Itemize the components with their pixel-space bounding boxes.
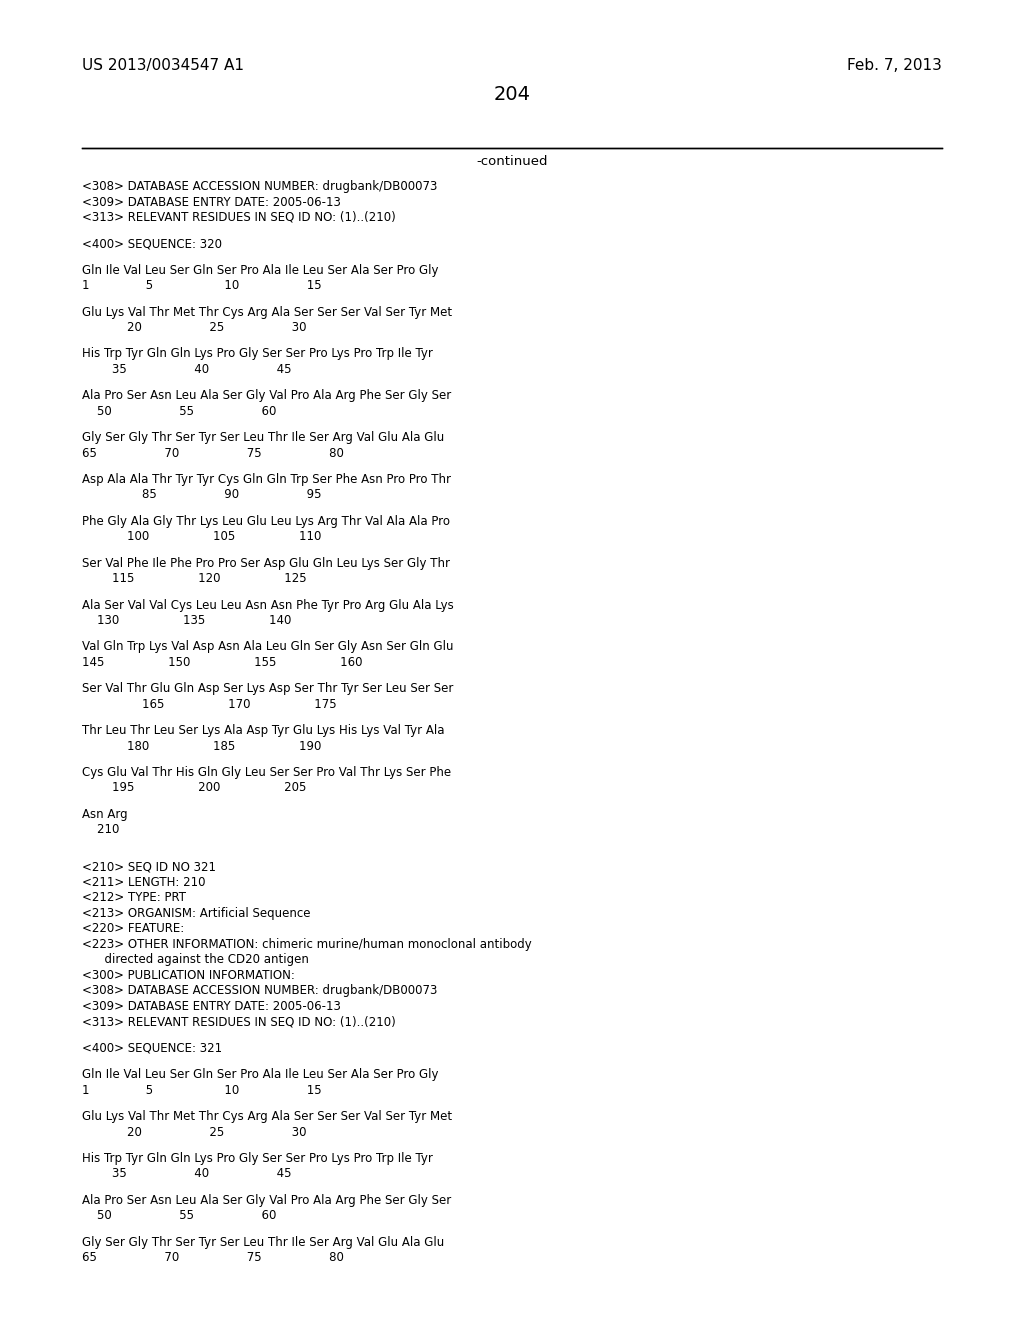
Text: 165                 170                 175: 165 170 175 — [82, 698, 337, 710]
Text: 195                 200                 205: 195 200 205 — [82, 781, 306, 795]
Text: 130                 135                 140: 130 135 140 — [82, 614, 292, 627]
Text: Glu Lys Val Thr Met Thr Cys Arg Ala Ser Ser Ser Val Ser Tyr Met: Glu Lys Val Thr Met Thr Cys Arg Ala Ser … — [82, 1110, 453, 1123]
Text: 100                 105                 110: 100 105 110 — [82, 531, 322, 544]
Text: <213> ORGANISM: Artificial Sequence: <213> ORGANISM: Artificial Sequence — [82, 907, 310, 920]
Text: <300> PUBLICATION INFORMATION:: <300> PUBLICATION INFORMATION: — [82, 969, 295, 982]
Text: 65                  70                  75                  80: 65 70 75 80 — [82, 446, 344, 459]
Text: 115                 120                 125: 115 120 125 — [82, 572, 306, 585]
Text: <212> TYPE: PRT: <212> TYPE: PRT — [82, 891, 186, 904]
Text: 1               5                   10                  15: 1 5 10 15 — [82, 1084, 322, 1097]
Text: Asn Arg: Asn Arg — [82, 808, 128, 821]
Text: Thr Leu Thr Leu Ser Lys Ala Asp Tyr Glu Lys His Lys Val Tyr Ala: Thr Leu Thr Leu Ser Lys Ala Asp Tyr Glu … — [82, 725, 444, 737]
Text: 20                  25                  30: 20 25 30 — [82, 1126, 306, 1138]
Text: Gly Ser Gly Thr Ser Tyr Ser Leu Thr Ile Ser Arg Val Glu Ala Glu: Gly Ser Gly Thr Ser Tyr Ser Leu Thr Ile … — [82, 1236, 444, 1249]
Text: His Trp Tyr Gln Gln Lys Pro Gly Ser Ser Pro Lys Pro Trp Ile Tyr: His Trp Tyr Gln Gln Lys Pro Gly Ser Ser … — [82, 347, 433, 360]
Text: 210: 210 — [82, 824, 120, 837]
Text: Glu Lys Val Thr Met Thr Cys Arg Ala Ser Ser Ser Val Ser Tyr Met: Glu Lys Val Thr Met Thr Cys Arg Ala Ser … — [82, 305, 453, 318]
Text: Feb. 7, 2013: Feb. 7, 2013 — [847, 58, 942, 73]
Text: 65                  70                  75                  80: 65 70 75 80 — [82, 1251, 344, 1265]
Text: Ser Val Phe Ile Phe Pro Pro Ser Asp Glu Gln Leu Lys Ser Gly Thr: Ser Val Phe Ile Phe Pro Pro Ser Asp Glu … — [82, 557, 450, 570]
Text: 35                  40                  45: 35 40 45 — [82, 363, 292, 376]
Text: <210> SEQ ID NO 321: <210> SEQ ID NO 321 — [82, 861, 216, 874]
Text: <400> SEQUENCE: 320: <400> SEQUENCE: 320 — [82, 238, 222, 251]
Text: Asp Ala Ala Thr Tyr Tyr Cys Gln Gln Trp Ser Phe Asn Pro Pro Thr: Asp Ala Ala Thr Tyr Tyr Cys Gln Gln Trp … — [82, 473, 451, 486]
Text: <400> SEQUENCE: 321: <400> SEQUENCE: 321 — [82, 1041, 222, 1055]
Text: 1               5                   10                  15: 1 5 10 15 — [82, 280, 322, 292]
Text: <313> RELEVANT RESIDUES IN SEQ ID NO: (1)..(210): <313> RELEVANT RESIDUES IN SEQ ID NO: (1… — [82, 1015, 395, 1028]
Text: Ala Pro Ser Asn Leu Ala Ser Gly Val Pro Ala Arg Phe Ser Gly Ser: Ala Pro Ser Asn Leu Ala Ser Gly Val Pro … — [82, 1193, 452, 1206]
Text: <308> DATABASE ACCESSION NUMBER: drugbank/DB00073: <308> DATABASE ACCESSION NUMBER: drugban… — [82, 985, 437, 998]
Text: 50                  55                  60: 50 55 60 — [82, 405, 276, 417]
Text: -continued: -continued — [476, 154, 548, 168]
Text: <313> RELEVANT RESIDUES IN SEQ ID NO: (1)..(210): <313> RELEVANT RESIDUES IN SEQ ID NO: (1… — [82, 211, 395, 224]
Text: Cys Glu Val Thr His Gln Gly Leu Ser Ser Pro Val Thr Lys Ser Phe: Cys Glu Val Thr His Gln Gly Leu Ser Ser … — [82, 766, 452, 779]
Text: 85                  90                  95: 85 90 95 — [82, 488, 322, 502]
Text: <211> LENGTH: 210: <211> LENGTH: 210 — [82, 876, 206, 888]
Text: directed against the CD20 antigen: directed against the CD20 antigen — [82, 953, 309, 966]
Text: <223> OTHER INFORMATION: chimeric murine/human monoclonal antibody: <223> OTHER INFORMATION: chimeric murine… — [82, 939, 531, 950]
Text: Ala Ser Val Val Cys Leu Leu Asn Asn Phe Tyr Pro Arg Glu Ala Lys: Ala Ser Val Val Cys Leu Leu Asn Asn Phe … — [82, 598, 454, 611]
Text: 145                 150                 155                 160: 145 150 155 160 — [82, 656, 362, 669]
Text: US 2013/0034547 A1: US 2013/0034547 A1 — [82, 58, 244, 73]
Text: <220> FEATURE:: <220> FEATURE: — [82, 923, 184, 936]
Text: Gln Ile Val Leu Ser Gln Ser Pro Ala Ile Leu Ser Ala Ser Pro Gly: Gln Ile Val Leu Ser Gln Ser Pro Ala Ile … — [82, 264, 438, 277]
Text: <309> DATABASE ENTRY DATE: 2005-06-13: <309> DATABASE ENTRY DATE: 2005-06-13 — [82, 1001, 341, 1012]
Text: 180                 185                 190: 180 185 190 — [82, 739, 322, 752]
Text: 35                  40                  45: 35 40 45 — [82, 1167, 292, 1180]
Text: Phe Gly Ala Gly Thr Lys Leu Glu Leu Lys Arg Thr Val Ala Ala Pro: Phe Gly Ala Gly Thr Lys Leu Glu Leu Lys … — [82, 515, 450, 528]
Text: Val Gln Trp Lys Val Asp Asn Ala Leu Gln Ser Gly Asn Ser Gln Glu: Val Gln Trp Lys Val Asp Asn Ala Leu Gln … — [82, 640, 454, 653]
Text: Ala Pro Ser Asn Leu Ala Ser Gly Val Pro Ala Arg Phe Ser Gly Ser: Ala Pro Ser Asn Leu Ala Ser Gly Val Pro … — [82, 389, 452, 403]
Text: <308> DATABASE ACCESSION NUMBER: drugbank/DB00073: <308> DATABASE ACCESSION NUMBER: drugban… — [82, 180, 437, 193]
Text: Ser Val Thr Glu Gln Asp Ser Lys Asp Ser Thr Tyr Ser Leu Ser Ser: Ser Val Thr Glu Gln Asp Ser Lys Asp Ser … — [82, 682, 454, 696]
Text: 204: 204 — [494, 84, 530, 104]
Text: 20                  25                  30: 20 25 30 — [82, 321, 306, 334]
Text: 50                  55                  60: 50 55 60 — [82, 1209, 276, 1222]
Text: Gln Ile Val Leu Ser Gln Ser Pro Ala Ile Leu Ser Ala Ser Pro Gly: Gln Ile Val Leu Ser Gln Ser Pro Ala Ile … — [82, 1068, 438, 1081]
Text: Gly Ser Gly Thr Ser Tyr Ser Leu Thr Ile Ser Arg Val Glu Ala Glu: Gly Ser Gly Thr Ser Tyr Ser Leu Thr Ile … — [82, 432, 444, 444]
Text: His Trp Tyr Gln Gln Lys Pro Gly Ser Ser Pro Lys Pro Trp Ile Tyr: His Trp Tyr Gln Gln Lys Pro Gly Ser Ser … — [82, 1152, 433, 1164]
Text: <309> DATABASE ENTRY DATE: 2005-06-13: <309> DATABASE ENTRY DATE: 2005-06-13 — [82, 195, 341, 209]
